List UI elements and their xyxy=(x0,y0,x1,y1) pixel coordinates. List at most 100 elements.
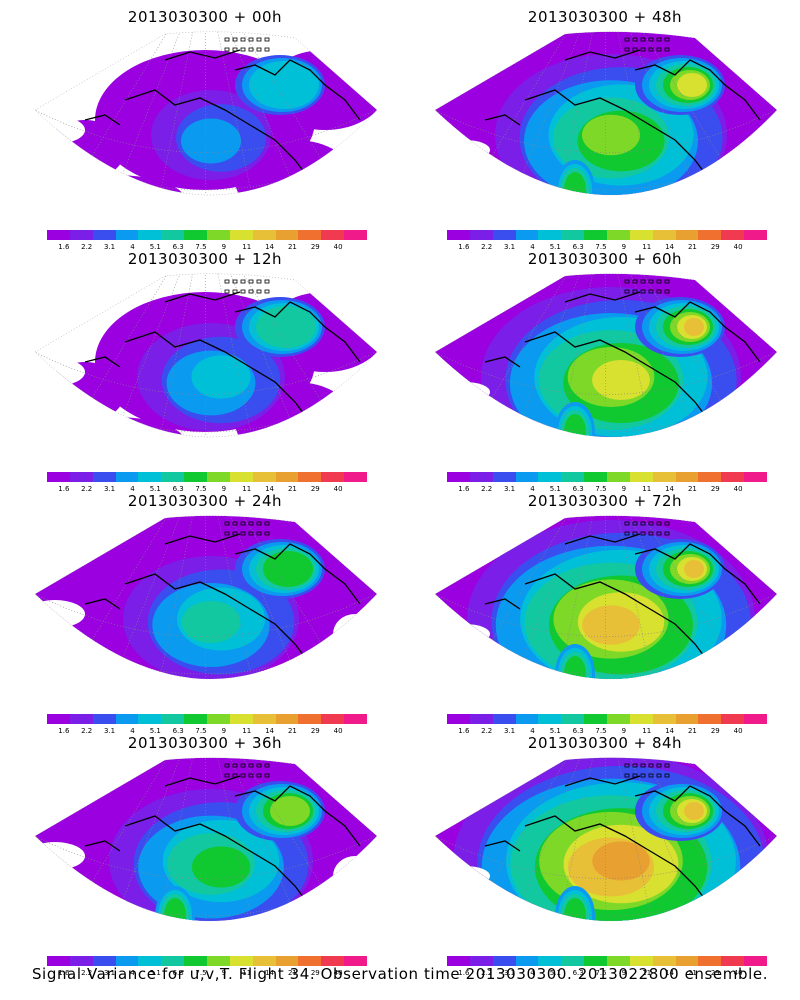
colorbar-label: 3.1 xyxy=(103,727,116,735)
colorbar-swatch xyxy=(607,956,630,966)
colorbar-label: 6.3 xyxy=(572,727,584,735)
colorbar-swatch xyxy=(447,956,470,966)
colorbar-label: 5.1 xyxy=(149,727,161,735)
colorbar-swatch xyxy=(744,230,768,240)
colorbar-label: 5.1 xyxy=(549,969,561,977)
colorbar-swatch xyxy=(538,230,562,240)
colorbar xyxy=(447,714,768,724)
colorbar-swatch xyxy=(447,714,470,724)
colorbar-label: 6.3 xyxy=(572,969,584,977)
colorbar-label: 1.6 xyxy=(458,243,470,251)
colorbar-label: 1.6 xyxy=(58,727,70,735)
colorbar-label: 7.5 xyxy=(195,969,207,977)
colorbar-swatch xyxy=(469,956,493,966)
colorbar-label: 3.1 xyxy=(103,243,116,251)
colorbar-label: 11 xyxy=(242,243,252,251)
colorbar-swatch xyxy=(492,956,516,966)
colorbar-label: 4 xyxy=(530,969,535,977)
colorbar-swatch xyxy=(252,472,276,482)
colorbar-swatch xyxy=(652,472,676,482)
colorbar-label: 40 xyxy=(333,969,343,977)
colorbar-labels: 1.6 2.2 3.1 4 5.1 6.3 7.5 9 11 14 21 29 40 xyxy=(447,727,767,737)
colorbar-label: 7.5 xyxy=(195,727,207,735)
colorbar-label: 6.3 xyxy=(172,969,184,977)
map-plot xyxy=(34,757,378,922)
colorbar-swatch xyxy=(321,472,345,482)
colorbar-label: 40 xyxy=(733,727,743,735)
map-plot xyxy=(434,515,778,680)
colorbar xyxy=(447,956,768,966)
colorbar-swatch xyxy=(275,472,299,482)
colorbar-label: 40 xyxy=(333,727,343,735)
colorbar-label: 21 xyxy=(687,243,697,251)
colorbar-swatch xyxy=(47,714,70,724)
colorbar-swatch xyxy=(652,956,676,966)
colorbar-swatch xyxy=(447,472,470,482)
colorbar-swatch xyxy=(698,956,722,966)
colorbar-swatch xyxy=(161,472,185,482)
colorbar-swatch xyxy=(561,714,585,724)
colorbar-swatch xyxy=(607,472,630,482)
colorbar-swatch xyxy=(275,230,299,240)
colorbar-labels: 1.6 2.2 3.1 4 5.1 6.3 7.5 9 11 14 21 29 40 xyxy=(47,485,367,495)
colorbar-swatch xyxy=(69,714,93,724)
colorbar-label: 7.5 xyxy=(595,727,607,735)
colorbar-label: 11 xyxy=(642,243,652,251)
map-plot xyxy=(34,273,378,438)
colorbar-label: 21 xyxy=(287,485,297,493)
colorbar-label: 9 xyxy=(221,243,227,251)
colorbar-swatch xyxy=(252,230,276,240)
colorbar-label: 2.2 xyxy=(481,485,493,493)
colorbar-label: 29 xyxy=(310,727,320,735)
colorbar-label: 3.1 xyxy=(503,485,516,493)
colorbar-swatch xyxy=(492,714,516,724)
colorbar-label: 9 xyxy=(621,485,627,493)
colorbar-swatch xyxy=(184,472,208,482)
colorbar-swatch xyxy=(207,956,230,966)
colorbar-swatch xyxy=(344,714,368,724)
colorbar-label: 3.1 xyxy=(503,969,516,977)
colorbar-swatch xyxy=(652,714,676,724)
colorbar-swatch xyxy=(138,956,162,966)
colorbar-swatch xyxy=(252,956,276,966)
colorbar-labels: 1.6 2.2 3.1 4 5.1 6.3 7.5 9 11 14 21 29 40 xyxy=(47,243,367,253)
colorbar-swatch xyxy=(47,956,70,966)
colorbar-swatch xyxy=(561,956,585,966)
map-panel: 2013030300 + 84h 1.6 2.2 3.1 4 5.1 6.3 7.5 9 11 14… xyxy=(425,734,785,977)
colorbar-swatch xyxy=(607,230,630,240)
colorbar-swatch xyxy=(298,956,322,966)
colorbar-swatch xyxy=(207,472,230,482)
colorbar-swatch xyxy=(538,714,562,724)
colorbar-swatch xyxy=(469,714,493,724)
colorbar-swatch xyxy=(652,230,676,240)
map-plot xyxy=(34,31,378,196)
colorbar-swatch xyxy=(675,230,699,240)
colorbar-swatch xyxy=(184,230,208,240)
colorbar-swatch xyxy=(515,472,539,482)
colorbar-labels: 1.6 2.2 3.1 4 5.1 6.3 7.5 9 11 14 21 29 40 xyxy=(447,485,767,495)
colorbar-label: 21 xyxy=(287,243,297,251)
colorbar-label: 1.6 xyxy=(58,485,70,493)
colorbar-swatch xyxy=(69,472,93,482)
colorbar-swatch xyxy=(538,956,562,966)
colorbar-label: 1.6 xyxy=(458,485,470,493)
colorbar-swatch xyxy=(492,472,516,482)
map-plot xyxy=(434,31,778,196)
colorbar xyxy=(47,956,368,966)
colorbar-label: 4 xyxy=(130,243,135,251)
colorbar-swatch xyxy=(115,472,139,482)
colorbar-label: 5.1 xyxy=(149,485,161,493)
colorbar-label: 2.2 xyxy=(81,969,93,977)
colorbar-label: 6.3 xyxy=(572,485,584,493)
colorbar-swatch xyxy=(161,230,185,240)
colorbar-swatch xyxy=(584,472,608,482)
colorbar-label: 1.6 xyxy=(458,969,470,977)
colorbar-swatch xyxy=(344,230,368,240)
colorbar-swatch xyxy=(492,230,516,240)
colorbar-swatch xyxy=(207,230,230,240)
panel-title: 2013030300 + 48h xyxy=(527,8,683,26)
colorbar-swatch xyxy=(161,714,185,724)
colorbar-label: 6.3 xyxy=(172,243,184,251)
panel-title: 2013030300 + 60h xyxy=(527,250,683,268)
colorbar-swatch xyxy=(721,472,745,482)
